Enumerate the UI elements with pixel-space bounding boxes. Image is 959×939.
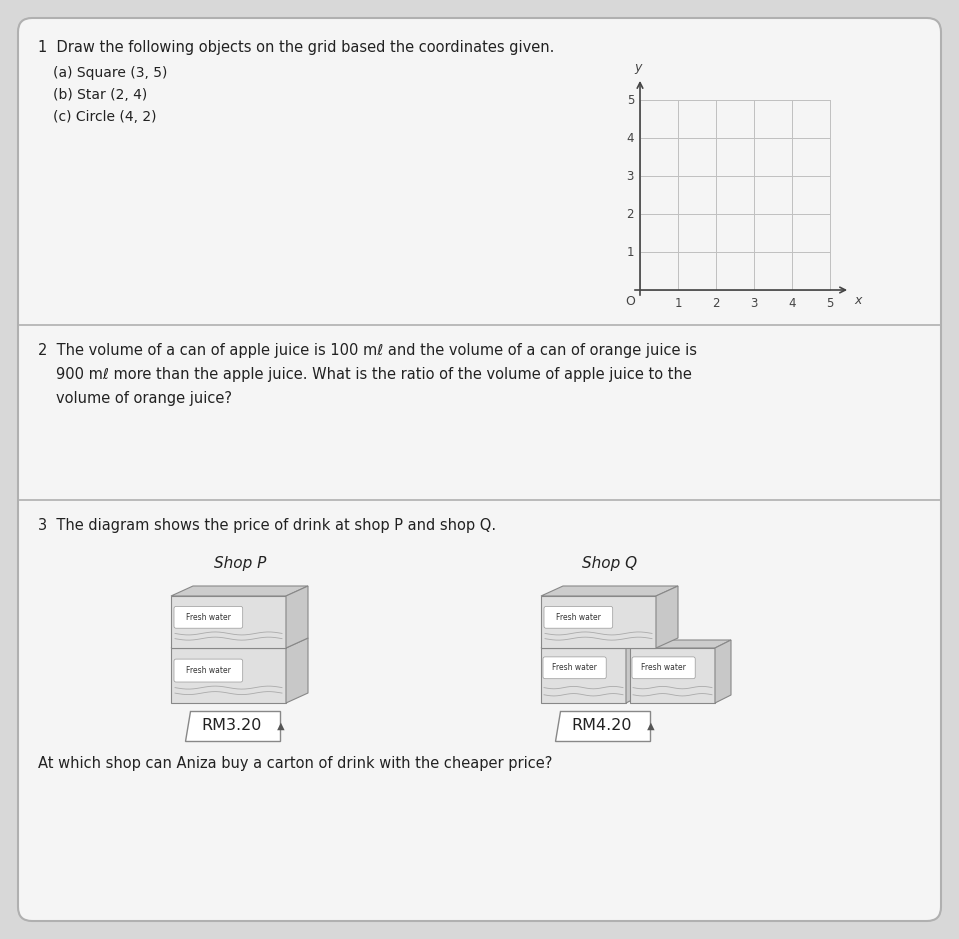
Text: 900 mℓ more than the apple juice. What is the ratio of the volume of apple juice: 900 mℓ more than the apple juice. What i… — [56, 367, 691, 382]
Text: volume of orange juice?: volume of orange juice? — [56, 391, 232, 406]
Polygon shape — [630, 648, 715, 703]
Polygon shape — [171, 648, 286, 703]
Polygon shape — [541, 596, 656, 648]
Text: (b) Star (2, 4): (b) Star (2, 4) — [53, 88, 148, 102]
Polygon shape — [541, 586, 678, 596]
Text: Shop P: Shop P — [214, 556, 267, 571]
Text: RM4.20: RM4.20 — [572, 718, 632, 733]
Polygon shape — [184, 711, 279, 741]
FancyBboxPatch shape — [18, 18, 941, 921]
Text: 4: 4 — [788, 297, 796, 310]
Text: RM3.20: RM3.20 — [201, 718, 262, 733]
Text: 3  The diagram shows the price of drink at shop P and shop Q.: 3 The diagram shows the price of drink a… — [38, 518, 496, 533]
Text: ▲: ▲ — [643, 721, 654, 731]
Polygon shape — [626, 640, 642, 703]
FancyBboxPatch shape — [544, 607, 613, 628]
Text: ▲: ▲ — [273, 721, 284, 731]
Text: 3: 3 — [626, 170, 634, 182]
Text: 3: 3 — [750, 297, 758, 310]
Text: 2  The volume of a can of apple juice is 100 mℓ and the volume of a can of orang: 2 The volume of a can of apple juice is … — [38, 343, 697, 358]
FancyBboxPatch shape — [632, 657, 695, 679]
Text: 4: 4 — [626, 131, 634, 145]
Polygon shape — [656, 586, 678, 648]
Text: y: y — [634, 61, 642, 74]
Polygon shape — [171, 638, 308, 648]
Polygon shape — [286, 638, 308, 703]
Polygon shape — [171, 586, 308, 596]
Text: 5: 5 — [626, 94, 634, 106]
Text: (c) Circle (4, 2): (c) Circle (4, 2) — [53, 110, 156, 124]
Polygon shape — [554, 711, 649, 741]
Polygon shape — [541, 648, 626, 703]
Polygon shape — [286, 586, 308, 648]
Polygon shape — [541, 640, 642, 648]
Text: Fresh water: Fresh water — [552, 663, 597, 672]
FancyBboxPatch shape — [174, 659, 243, 682]
Text: O: O — [625, 295, 635, 308]
Text: 1: 1 — [626, 245, 634, 258]
Text: Fresh water: Fresh water — [556, 613, 600, 622]
Text: 2: 2 — [626, 208, 634, 221]
Text: (a) Square (3, 5): (a) Square (3, 5) — [53, 66, 168, 80]
Polygon shape — [630, 640, 731, 648]
Text: 5: 5 — [827, 297, 833, 310]
Text: Fresh water: Fresh water — [642, 663, 686, 672]
Text: Shop Q: Shop Q — [582, 556, 638, 571]
Text: At which shop can Aniza buy a carton of drink with the cheaper price?: At which shop can Aniza buy a carton of … — [38, 756, 552, 771]
Polygon shape — [715, 640, 731, 703]
Text: x: x — [854, 294, 861, 307]
Text: 1: 1 — [674, 297, 682, 310]
Polygon shape — [171, 596, 286, 648]
Text: Fresh water: Fresh water — [186, 613, 231, 622]
FancyBboxPatch shape — [543, 657, 606, 679]
Text: 2: 2 — [713, 297, 720, 310]
FancyBboxPatch shape — [174, 607, 243, 628]
Text: Fresh water: Fresh water — [186, 666, 231, 675]
Text: 1  Draw the following objects on the grid based the coordinates given.: 1 Draw the following objects on the grid… — [38, 40, 554, 55]
